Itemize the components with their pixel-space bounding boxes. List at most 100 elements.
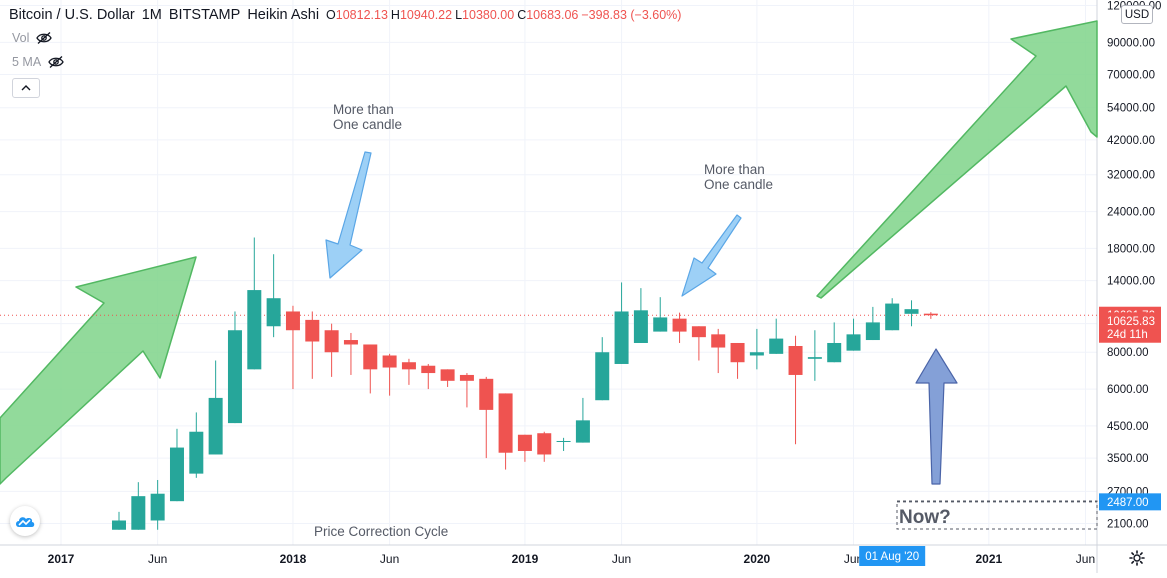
candle-body	[517, 434, 532, 451]
candle[interactable]	[517, 434, 532, 462]
countdown-badge-bg	[1099, 325, 1161, 343]
candle[interactable]	[459, 373, 474, 408]
eye-off-icon[interactable]	[47, 55, 65, 69]
annotation-more-than-2018-line1: More than	[333, 102, 394, 117]
candle[interactable]	[633, 288, 648, 343]
candle[interactable]	[324, 323, 339, 377]
time-axis-label: 2019	[512, 552, 539, 566]
candle[interactable]	[131, 482, 146, 530]
candle[interactable]	[711, 328, 726, 374]
time-axis-label: Jun	[844, 552, 863, 566]
candle[interactable]	[769, 318, 784, 354]
candle[interactable]	[730, 342, 745, 379]
price-axis-label: 2100.00	[1107, 519, 1149, 531]
candle-body	[653, 317, 668, 332]
candle[interactable]	[885, 298, 900, 331]
candle[interactable]	[788, 335, 803, 445]
candle[interactable]	[247, 237, 262, 370]
ohlc-high: H10940.22	[390, 8, 453, 22]
crosshair-date-badge: 01 Aug '20	[859, 546, 926, 566]
candle-body	[382, 355, 397, 368]
annotation-more-than-2019-line2: One candle	[704, 177, 773, 192]
candle-body	[131, 496, 146, 530]
ohlc-open: O10812.13	[326, 8, 388, 22]
exchange-label[interactable]: BITSTAMP	[168, 7, 241, 23]
candle[interactable]	[672, 312, 687, 343]
candle-body	[189, 431, 204, 474]
candle[interactable]	[440, 369, 455, 387]
price-axis-label: 3500.00	[1107, 453, 1149, 465]
price-axis-label: 6000.00	[1107, 384, 1149, 396]
candle[interactable]	[111, 511, 126, 530]
candle[interactable]	[285, 305, 300, 390]
candle[interactable]	[807, 330, 822, 381]
candle[interactable]	[923, 312, 938, 319]
chevron-up-icon	[21, 85, 31, 91]
indicator-vol[interactable]: Vol	[12, 30, 53, 46]
candle-body	[923, 313, 938, 316]
indicator-5ma[interactable]: 5 MA	[12, 54, 65, 70]
candle[interactable]	[343, 332, 358, 375]
price-axis-label: 42000.00	[1107, 135, 1155, 147]
candle[interactable]	[363, 344, 378, 394]
candle[interactable]	[479, 376, 494, 459]
time-axis-labels: 2017 Jun 2018 Jun 2019 Jun 2020 Jun 2021 Jun	[48, 552, 1096, 566]
candle[interactable]	[189, 412, 204, 478]
candle[interactable]	[150, 479, 165, 530]
candle[interactable]	[653, 297, 668, 332]
candle[interactable]	[537, 431, 552, 462]
candle[interactable]	[498, 393, 513, 470]
interval-label[interactable]: 1M	[141, 7, 162, 23]
candle[interactable]	[614, 282, 629, 364]
candle-body	[421, 365, 436, 374]
tradingview-logo-icon[interactable]	[10, 506, 40, 536]
prev-close-badge: 10625.83	[1099, 312, 1161, 330]
candle[interactable]	[305, 311, 320, 379]
candle-body	[614, 311, 629, 364]
green-up-arrow-right	[816, 20, 1098, 299]
symbol-legend[interactable]: Bitcoin / U.S. Dollar 1M BITSTAMP Heikin…	[9, 6, 681, 24]
blue-down-arrow-2019	[681, 214, 742, 297]
candle[interactable]	[169, 428, 184, 502]
indicator-5ma-label: 5 MA	[12, 55, 42, 69]
candle[interactable]	[827, 322, 842, 363]
candle[interactable]	[401, 358, 416, 385]
settings-button[interactable]	[1127, 548, 1147, 568]
candle[interactable]	[556, 437, 571, 451]
candle[interactable]	[266, 254, 281, 338]
ohlc-low: L10380.00	[455, 8, 515, 22]
prev-close-badge-bg	[1099, 312, 1161, 330]
candle[interactable]	[749, 328, 764, 370]
annotation-more-than-2019-line1: More than	[704, 162, 765, 177]
candle-body	[363, 344, 378, 370]
candle[interactable]	[846, 318, 861, 351]
currency-badge[interactable]: USD	[1121, 5, 1153, 24]
candle[interactable]	[421, 363, 436, 390]
candle-body	[343, 340, 358, 345]
symbol-name[interactable]: Bitcoin / U.S. Dollar	[9, 7, 135, 23]
collapse-legend-button[interactable]	[12, 78, 40, 98]
time-axis-label: 2021	[975, 552, 1002, 566]
green-up-arrow-left	[0, 256, 197, 485]
candle[interactable]	[382, 353, 397, 396]
candle[interactable]	[208, 360, 223, 455]
candle[interactable]	[595, 337, 610, 401]
gear-icon	[1129, 550, 1145, 566]
candle-body	[227, 330, 242, 424]
candle[interactable]	[575, 397, 590, 443]
chart-style-label[interactable]: Heikin Ashi	[247, 7, 320, 23]
candle-body	[749, 352, 764, 356]
candle[interactable]	[227, 311, 242, 424]
candle-body	[537, 433, 552, 455]
candle-body	[305, 319, 320, 342]
candle[interactable]	[904, 300, 919, 327]
candle[interactable]	[691, 326, 706, 361]
eye-off-icon[interactable]	[35, 31, 53, 45]
candle-body	[575, 420, 590, 443]
candle[interactable]	[865, 306, 880, 341]
price-axis-label: 14000.00	[1107, 276, 1155, 288]
